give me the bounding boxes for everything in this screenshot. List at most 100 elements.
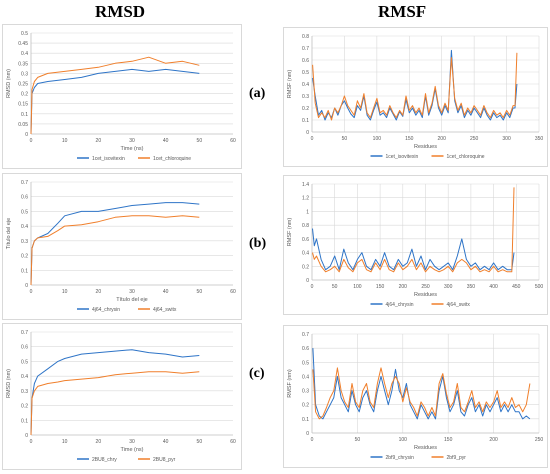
x-axis-label: Residues [414,292,437,298]
y-tick-label: 0.7 [21,180,28,186]
y-tick-label: 0.4 [302,251,309,257]
y-tick-label: 0.4 [21,51,28,57]
y-tick-label: 0.7 [21,330,28,336]
x-tick-label: 40 [163,439,169,445]
legend-entry: 2bf9_pyr [447,455,467,461]
x-tick-label: 250 [421,284,430,290]
x-tick-label: 30 [129,439,135,445]
x-tick-label: 30 [129,289,135,295]
x-tick-label: 150 [376,284,385,290]
chart-a-rmsd-plot: 0 0.05 0.1 0.15 0.2 0.25 0.3 0.35 0.4 0.45 0.5 0 10 2… [6,31,236,162]
chart-c-rmsd-plot: 0 0.1 0.2 0.3 0.4 0.5 0.6 0.7 0 10 20 30 40 50 60 Time … [6,330,236,463]
y-tick-label: 0.5 [21,31,28,37]
y-tick-label: 0.2 [21,404,28,410]
x-tick-label: 300 [444,284,453,290]
x-tick-label: 450 [512,284,521,290]
x-tick-label: 200 [399,284,408,290]
x-tick-label: 0 [311,437,314,443]
y-tick-label: 0.7 [302,46,309,52]
y-tick-label: 0 [306,431,309,437]
x-tick-label: 40 [163,138,169,144]
y-tick-label: 0.15 [18,102,28,108]
y-tick-label: 0.5 [21,209,28,215]
x-tick-label: 50 [197,289,203,295]
x-tick-label: 150 [444,437,453,443]
y-tick-label: 0.6 [302,58,309,64]
x-tick-label: 100 [353,284,362,290]
chart-b-rmsf: 0 0.2 0.4 0.6 0.8 1 1.2 1.4 0 50 100 150 200 250 300 35… [283,175,548,315]
y-axis-label: RMSD (nm) [6,369,12,398]
y-tick-label: 0.05 [18,122,28,128]
y-tick-label: 0 [25,132,28,138]
legend-entry: 2BU8_chry [92,457,117,463]
x-tick-label: 250 [470,136,479,142]
y-tick-label: 1.4 [302,182,309,188]
y-tick-label: 0.25 [18,82,28,88]
x-tick-label: 60 [230,138,236,144]
y-axis-label: Título del eje [6,218,12,250]
y-axis-label: RMSF (nm) [287,70,293,99]
x-tick-label: 350 [467,284,476,290]
y-tick-label: 1 [306,209,309,215]
x-tick-label: 20 [96,439,102,445]
x-tick-label: 200 [438,136,447,142]
x-tick-label: 250 [535,437,544,443]
chart-c-rmsf: 0 0.1 0.2 0.3 0.4 0.5 0.6 0.7 0 50 100 150 200 250 Res… [283,325,548,468]
x-tick-label: 50 [355,437,361,443]
row-label-c: (c) [249,366,265,381]
x-tick-label: 30 [129,138,135,144]
x-tick-label: 200 [489,437,498,443]
row-label-a: (a) [249,86,266,101]
legend-entry: 2bf9_chrysin [386,455,415,461]
x-axis-label: Time (ns) [120,146,143,152]
x-tick-label: 10 [62,289,68,295]
x-tick-label: 0 [30,439,33,445]
y-tick-label: 0.45 [18,41,28,47]
x-tick-label: 50 [197,439,203,445]
x-tick-label: 0 [311,136,314,142]
y-tick-label: 0.5 [302,360,309,366]
x-tick-label: 0 [30,289,33,295]
y-tick-label: 0.2 [21,92,28,98]
series-line-1 [312,49,518,121]
y-tick-label: 0.4 [302,82,309,88]
series-line-1 [30,202,200,286]
chart-a-rmsd: 0 0.05 0.1 0.15 0.2 0.25 0.3 0.35 0.4 0.45 0.5 0 10 2… [2,24,242,169]
x-tick-label: 10 [62,138,68,144]
x-tick-label: 100 [399,437,408,443]
y-tick-label: 0.5 [302,70,309,76]
y-tick-label: 0.8 [302,34,309,40]
x-tick-label: 60 [230,439,236,445]
y-tick-label: 0.1 [21,418,28,424]
x-tick-label: 50 [332,284,338,290]
rmsd-column-header: RMSD [95,2,146,21]
y-tick-label: 0.3 [302,389,309,395]
series-line-2 [30,56,200,135]
series-line-2 [312,187,515,273]
legend-entry: 1cet_isovitexin [386,154,419,160]
x-tick-label: 20 [96,289,102,295]
rmsf-column-header: RMSF [378,2,427,21]
y-axis-label: RMSD (nm) [6,69,12,98]
x-axis-label: Residues [414,445,437,451]
legend-entry: 4j64_switx [153,307,177,313]
legend-entry: 4j64_chrysin [386,302,414,308]
chart-b-rmsf-plot: 0 0.2 0.4 0.6 0.8 1 1.2 1.4 0 50 100 150 200 250 300 35… [287,182,543,308]
chart-b-rmsd: 0 0.1 0.2 0.3 0.4 0.5 0.6 0.7 0 10 20 30 40 50 60 Títul… [2,173,242,320]
legend-entry: 1cet_chloroquine [153,156,191,162]
y-tick-label: 0.1 [302,118,309,124]
chart-a-rmsf: 0 0.1 0.2 0.3 0.4 0.5 0.6 0.7 0.8 0 50 100 150 200 250… [283,27,548,167]
x-tick-label: 400 [489,284,498,290]
x-tick-label: 0 [311,284,314,290]
series-line-1 [312,348,531,420]
y-tick-label: 0.2 [302,264,309,270]
x-tick-label: 10 [62,439,68,445]
series-line-2 [312,367,531,420]
x-tick-label: 300 [502,136,511,142]
x-axis-label: Título del eje [116,297,148,303]
y-tick-label: 1.2 [302,196,309,202]
chart-b-rmsd-plot: 0 0.1 0.2 0.3 0.4 0.5 0.6 0.7 0 10 20 30 40 50 60 Títul… [6,180,236,313]
y-tick-label: 0 [306,130,309,136]
y-tick-label: 0.7 [302,332,309,338]
legend-entry: 1cet_chloroquine [447,154,485,160]
